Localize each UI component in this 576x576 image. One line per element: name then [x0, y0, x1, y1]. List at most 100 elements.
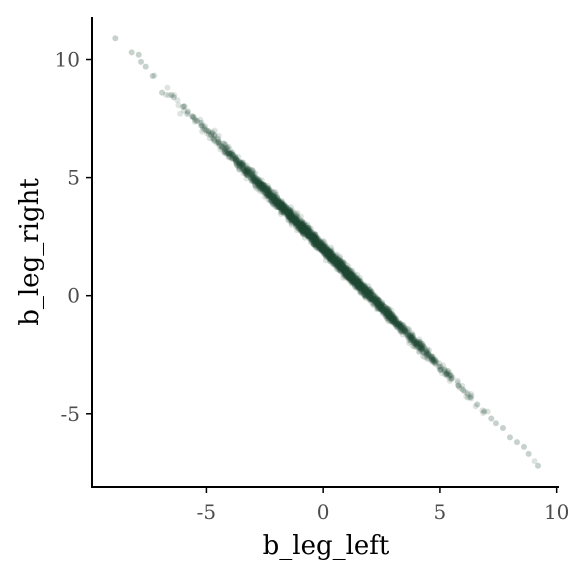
data-point — [269, 198, 276, 205]
data-point — [349, 278, 356, 285]
data-point — [240, 165, 247, 172]
data-point — [204, 130, 211, 137]
data-point — [332, 261, 339, 268]
data-point — [313, 235, 320, 242]
data-point — [259, 183, 266, 190]
data-point — [346, 272, 353, 278]
data-point — [414, 338, 421, 345]
data-point — [221, 145, 228, 152]
data-point — [227, 150, 234, 157]
data-point — [368, 295, 375, 302]
data-point — [249, 175, 256, 182]
data-point — [258, 181, 265, 188]
data-point — [292, 219, 299, 226]
data-point — [323, 252, 330, 259]
data-point — [269, 193, 276, 200]
data-point — [277, 200, 284, 207]
data-point — [362, 288, 369, 295]
data-point — [282, 207, 289, 214]
data-point — [386, 313, 393, 320]
data-point — [304, 226, 311, 233]
data-point — [310, 237, 317, 244]
data-point — [324, 248, 331, 255]
data-point — [304, 224, 311, 231]
data-point — [343, 265, 350, 272]
data-point — [311, 235, 317, 242]
data-point — [257, 181, 264, 188]
data-point — [270, 193, 277, 200]
data-point — [356, 281, 363, 288]
data-point — [272, 191, 279, 198]
data-point — [345, 270, 352, 277]
data-point — [355, 284, 362, 291]
data-point — [480, 410, 487, 417]
data-point — [340, 266, 347, 273]
data-point — [363, 289, 370, 296]
data-point — [300, 228, 307, 235]
data-point — [292, 217, 299, 224]
data-point — [300, 224, 307, 231]
data-point — [297, 221, 304, 228]
data-point — [294, 213, 301, 220]
data-point — [383, 311, 390, 318]
data-point — [384, 307, 391, 314]
data-point — [368, 298, 375, 305]
data-point — [352, 276, 359, 283]
data-point — [309, 237, 316, 244]
data-point — [275, 203, 282, 210]
data-point — [332, 258, 339, 265]
data-point — [320, 245, 327, 252]
data-point — [323, 248, 330, 255]
data-point — [412, 339, 419, 346]
data-point — [350, 279, 357, 286]
data-point — [177, 110, 184, 117]
data-point — [282, 208, 289, 215]
data-point — [419, 344, 426, 351]
data-point — [344, 272, 351, 279]
data-point — [375, 300, 382, 307]
data-point — [221, 140, 228, 147]
data-point — [233, 155, 240, 162]
data-point — [343, 267, 350, 274]
data-point — [408, 337, 415, 344]
data-point — [300, 224, 307, 231]
data-point — [349, 276, 356, 283]
data-point — [281, 207, 288, 214]
data-point — [261, 186, 268, 193]
data-point — [445, 371, 452, 378]
data-point — [387, 317, 394, 324]
data-point — [272, 200, 279, 207]
data-point — [363, 287, 370, 294]
data-point — [313, 234, 320, 241]
data-point — [234, 161, 241, 168]
data-point — [322, 246, 329, 253]
data-point — [286, 206, 293, 213]
data-point — [356, 288, 363, 295]
data-point — [387, 313, 394, 320]
data-point — [206, 135, 213, 142]
data-point — [248, 177, 255, 184]
data-point — [423, 348, 430, 355]
data-point — [305, 228, 312, 235]
data-point — [236, 165, 243, 172]
data-point — [271, 193, 278, 200]
data-point — [363, 286, 370, 292]
data-point — [331, 253, 338, 260]
data-point — [355, 281, 362, 288]
data-point — [345, 274, 352, 281]
data-point — [380, 307, 387, 314]
data-point — [241, 165, 248, 172]
data-point — [255, 180, 262, 187]
data-point — [222, 146, 229, 153]
data-point — [317, 242, 324, 249]
data-point — [282, 206, 289, 213]
data-point — [191, 116, 198, 123]
data-point — [328, 257, 335, 264]
data-point — [364, 288, 371, 295]
data-point — [370, 297, 377, 304]
data-point — [363, 292, 370, 299]
data-point — [366, 286, 373, 293]
data-point — [255, 183, 262, 190]
data-point — [349, 279, 356, 286]
data-point — [339, 260, 346, 267]
